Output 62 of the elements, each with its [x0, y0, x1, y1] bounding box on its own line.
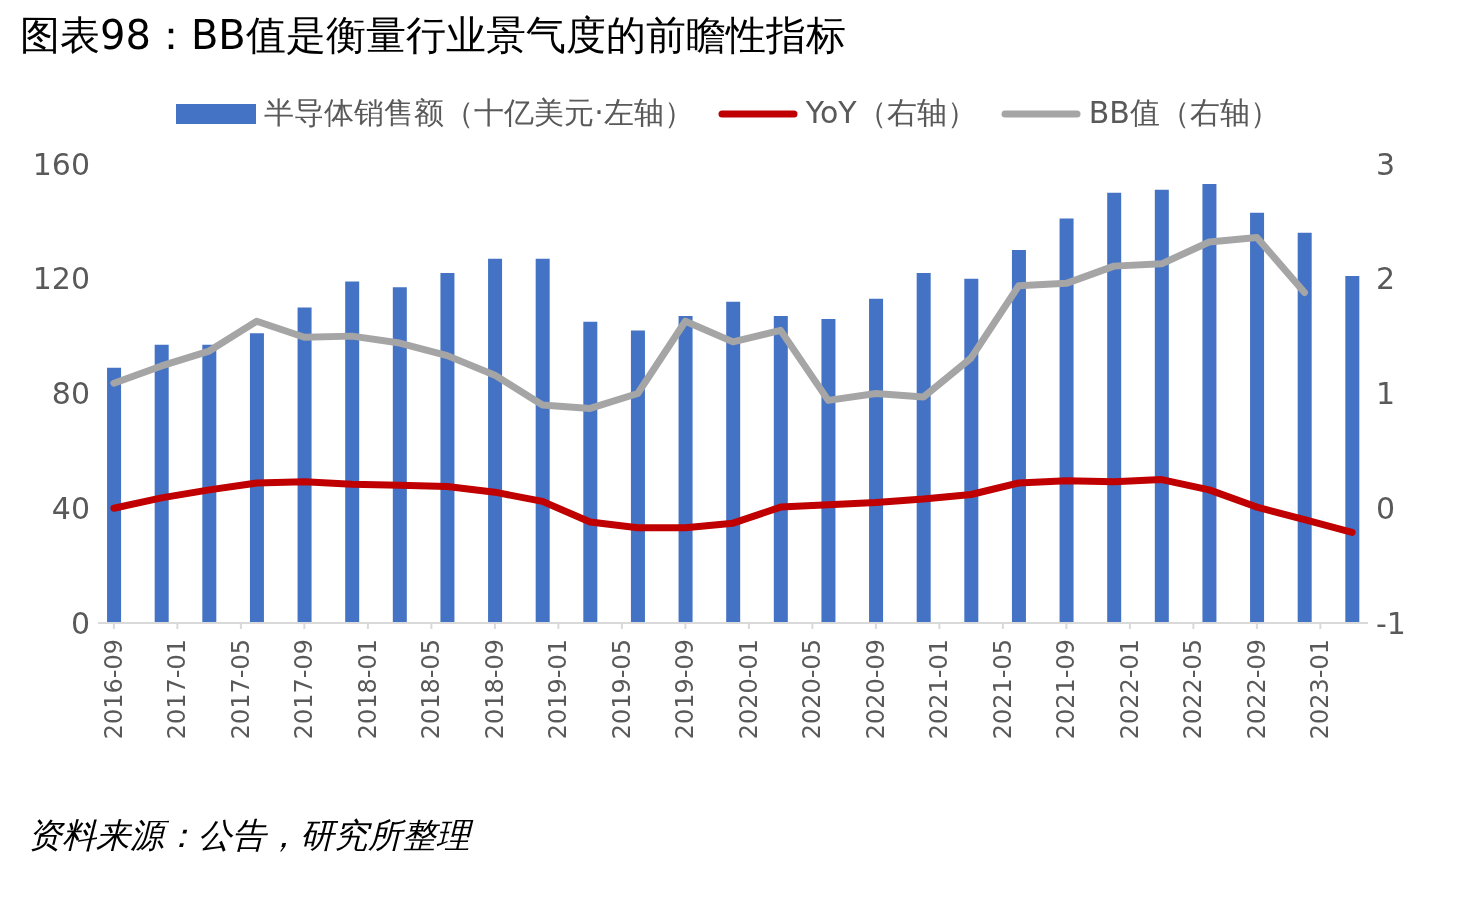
- x-tick-label: 2020-01: [734, 639, 763, 740]
- y2-tick-label: -1: [1376, 605, 1406, 641]
- x-tick-label: 2019-05: [607, 639, 636, 740]
- bar: [154, 344, 169, 623]
- x-tick-label: 2018-05: [417, 639, 446, 740]
- x-tick-label: 2020-05: [798, 639, 827, 740]
- bar: [583, 321, 598, 623]
- bar: [202, 344, 217, 623]
- bar: [726, 301, 741, 623]
- y-tick-label: 0: [70, 605, 90, 641]
- bar: [488, 258, 503, 623]
- bar: [916, 273, 931, 623]
- bar: [1107, 192, 1122, 623]
- x-tick-label: 2017-01: [163, 639, 192, 740]
- x-tick-label: 2019-01: [544, 639, 573, 740]
- x-tick-label: 2023-01: [1306, 639, 1335, 740]
- y-tick-label: 40: [51, 490, 90, 526]
- bar: [249, 333, 264, 623]
- y2-tick-label: 0: [1376, 490, 1396, 526]
- bar: [1011, 250, 1026, 623]
- text: 资料来源：公告，研究所整理: [27, 814, 475, 857]
- bar: [345, 281, 360, 623]
- bar: [1297, 232, 1312, 623]
- bar: [773, 316, 788, 623]
- y-tick-label: 80: [51, 376, 90, 412]
- x-tick-label: 2016-09: [99, 639, 128, 740]
- bar: [821, 318, 836, 623]
- bar: [1154, 189, 1169, 623]
- bar: [1059, 218, 1074, 623]
- x-tick-label: 2022-09: [1242, 639, 1271, 740]
- x-tick-label: 2022-05: [1179, 639, 1208, 740]
- x-tick-label: 2022-01: [1115, 639, 1144, 740]
- y-tick-label: 120: [32, 261, 90, 297]
- x-tick-label: 2017-05: [226, 639, 255, 740]
- legend-label: YoY（右轴）: [805, 94, 977, 132]
- bar: [1250, 212, 1265, 623]
- chart-title: 图表98：BB值是衡量行业景气度的前瞻性指标: [19, 11, 847, 60]
- x-tick-label: 2018-09: [480, 639, 509, 740]
- bar: [1202, 184, 1217, 623]
- bar: [440, 273, 455, 623]
- bar: [392, 287, 407, 623]
- x-tick-label: 2021-01: [925, 639, 954, 740]
- legend-label: BB值（右轴）: [1088, 94, 1280, 132]
- bar: [964, 278, 979, 623]
- bar: [107, 367, 122, 623]
- x-tick-label: 2021-09: [1052, 639, 1081, 740]
- bar: [1345, 275, 1360, 623]
- legend-label: 半导体销售额（十亿美元·左轴）: [264, 94, 694, 132]
- x-tick-label: 2018-01: [353, 639, 382, 740]
- x-tick-label: 2020-09: [861, 639, 890, 740]
- x-tick-label: 2019-09: [671, 639, 700, 740]
- bar: [869, 298, 884, 623]
- bar: [630, 330, 645, 623]
- x-tick-label: 2017-09: [290, 639, 319, 740]
- bar: [678, 316, 693, 623]
- y2-tick-label: 3: [1376, 146, 1396, 182]
- y-tick-label: 160: [32, 146, 90, 182]
- bar: [535, 258, 550, 623]
- y2-tick-label: 1: [1376, 376, 1396, 412]
- x-tick-label: 2021-05: [988, 639, 1017, 740]
- bar: [297, 307, 312, 623]
- y2-tick-label: 2: [1376, 261, 1396, 297]
